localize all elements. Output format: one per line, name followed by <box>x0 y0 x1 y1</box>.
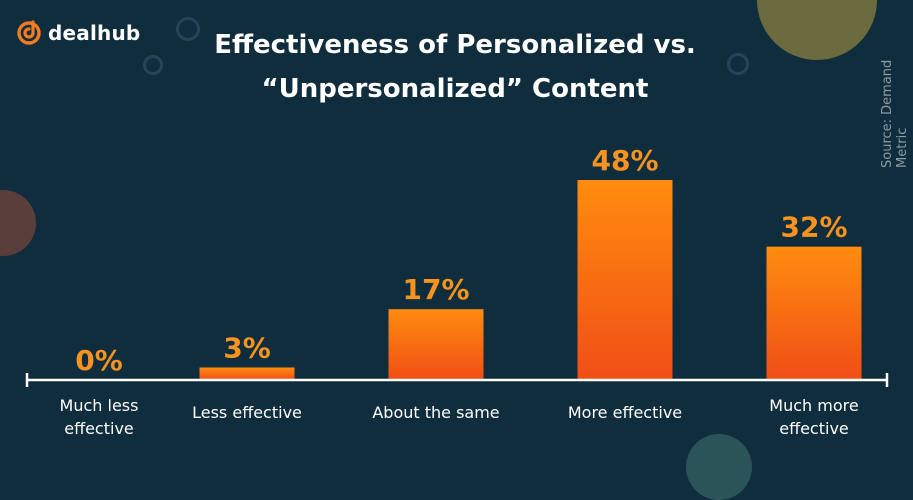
decorative-ring <box>176 17 200 41</box>
dealhub-logo-icon <box>17 20 41 45</box>
category-tick-label: effective <box>779 419 849 438</box>
bar-value-label: 32% <box>780 211 847 244</box>
bar <box>577 180 673 380</box>
category-tick-label: More effective <box>568 403 682 422</box>
decorative-ring <box>143 55 163 75</box>
bar-value-label: 3% <box>223 332 271 365</box>
category-tick-label: Much more <box>769 396 858 415</box>
bar-chart: 0% Much less effective 3% Less effective 17% A… <box>25 144 889 438</box>
logo-text: dealhub <box>48 21 141 45</box>
decorative-ring <box>727 53 749 75</box>
bar-value-label: 0% <box>75 344 123 377</box>
bar <box>199 367 295 380</box>
category-tick-label: Much less <box>60 396 139 415</box>
chart-title-line-2: “Unpersonalized” Content <box>261 74 649 104</box>
category-tick-label: effective <box>64 419 134 438</box>
category-tick-label: Less effective <box>192 403 302 422</box>
chart-title-line-1: Effectiveness of Personalized vs. <box>214 30 696 60</box>
dealhub-logo: dealhub <box>16 20 140 46</box>
bar-value-label: 48% <box>591 144 658 177</box>
bar-value-label: 17% <box>402 273 469 306</box>
bar <box>388 309 484 380</box>
category-tick-label: About the same <box>372 403 499 422</box>
bar <box>766 246 862 380</box>
